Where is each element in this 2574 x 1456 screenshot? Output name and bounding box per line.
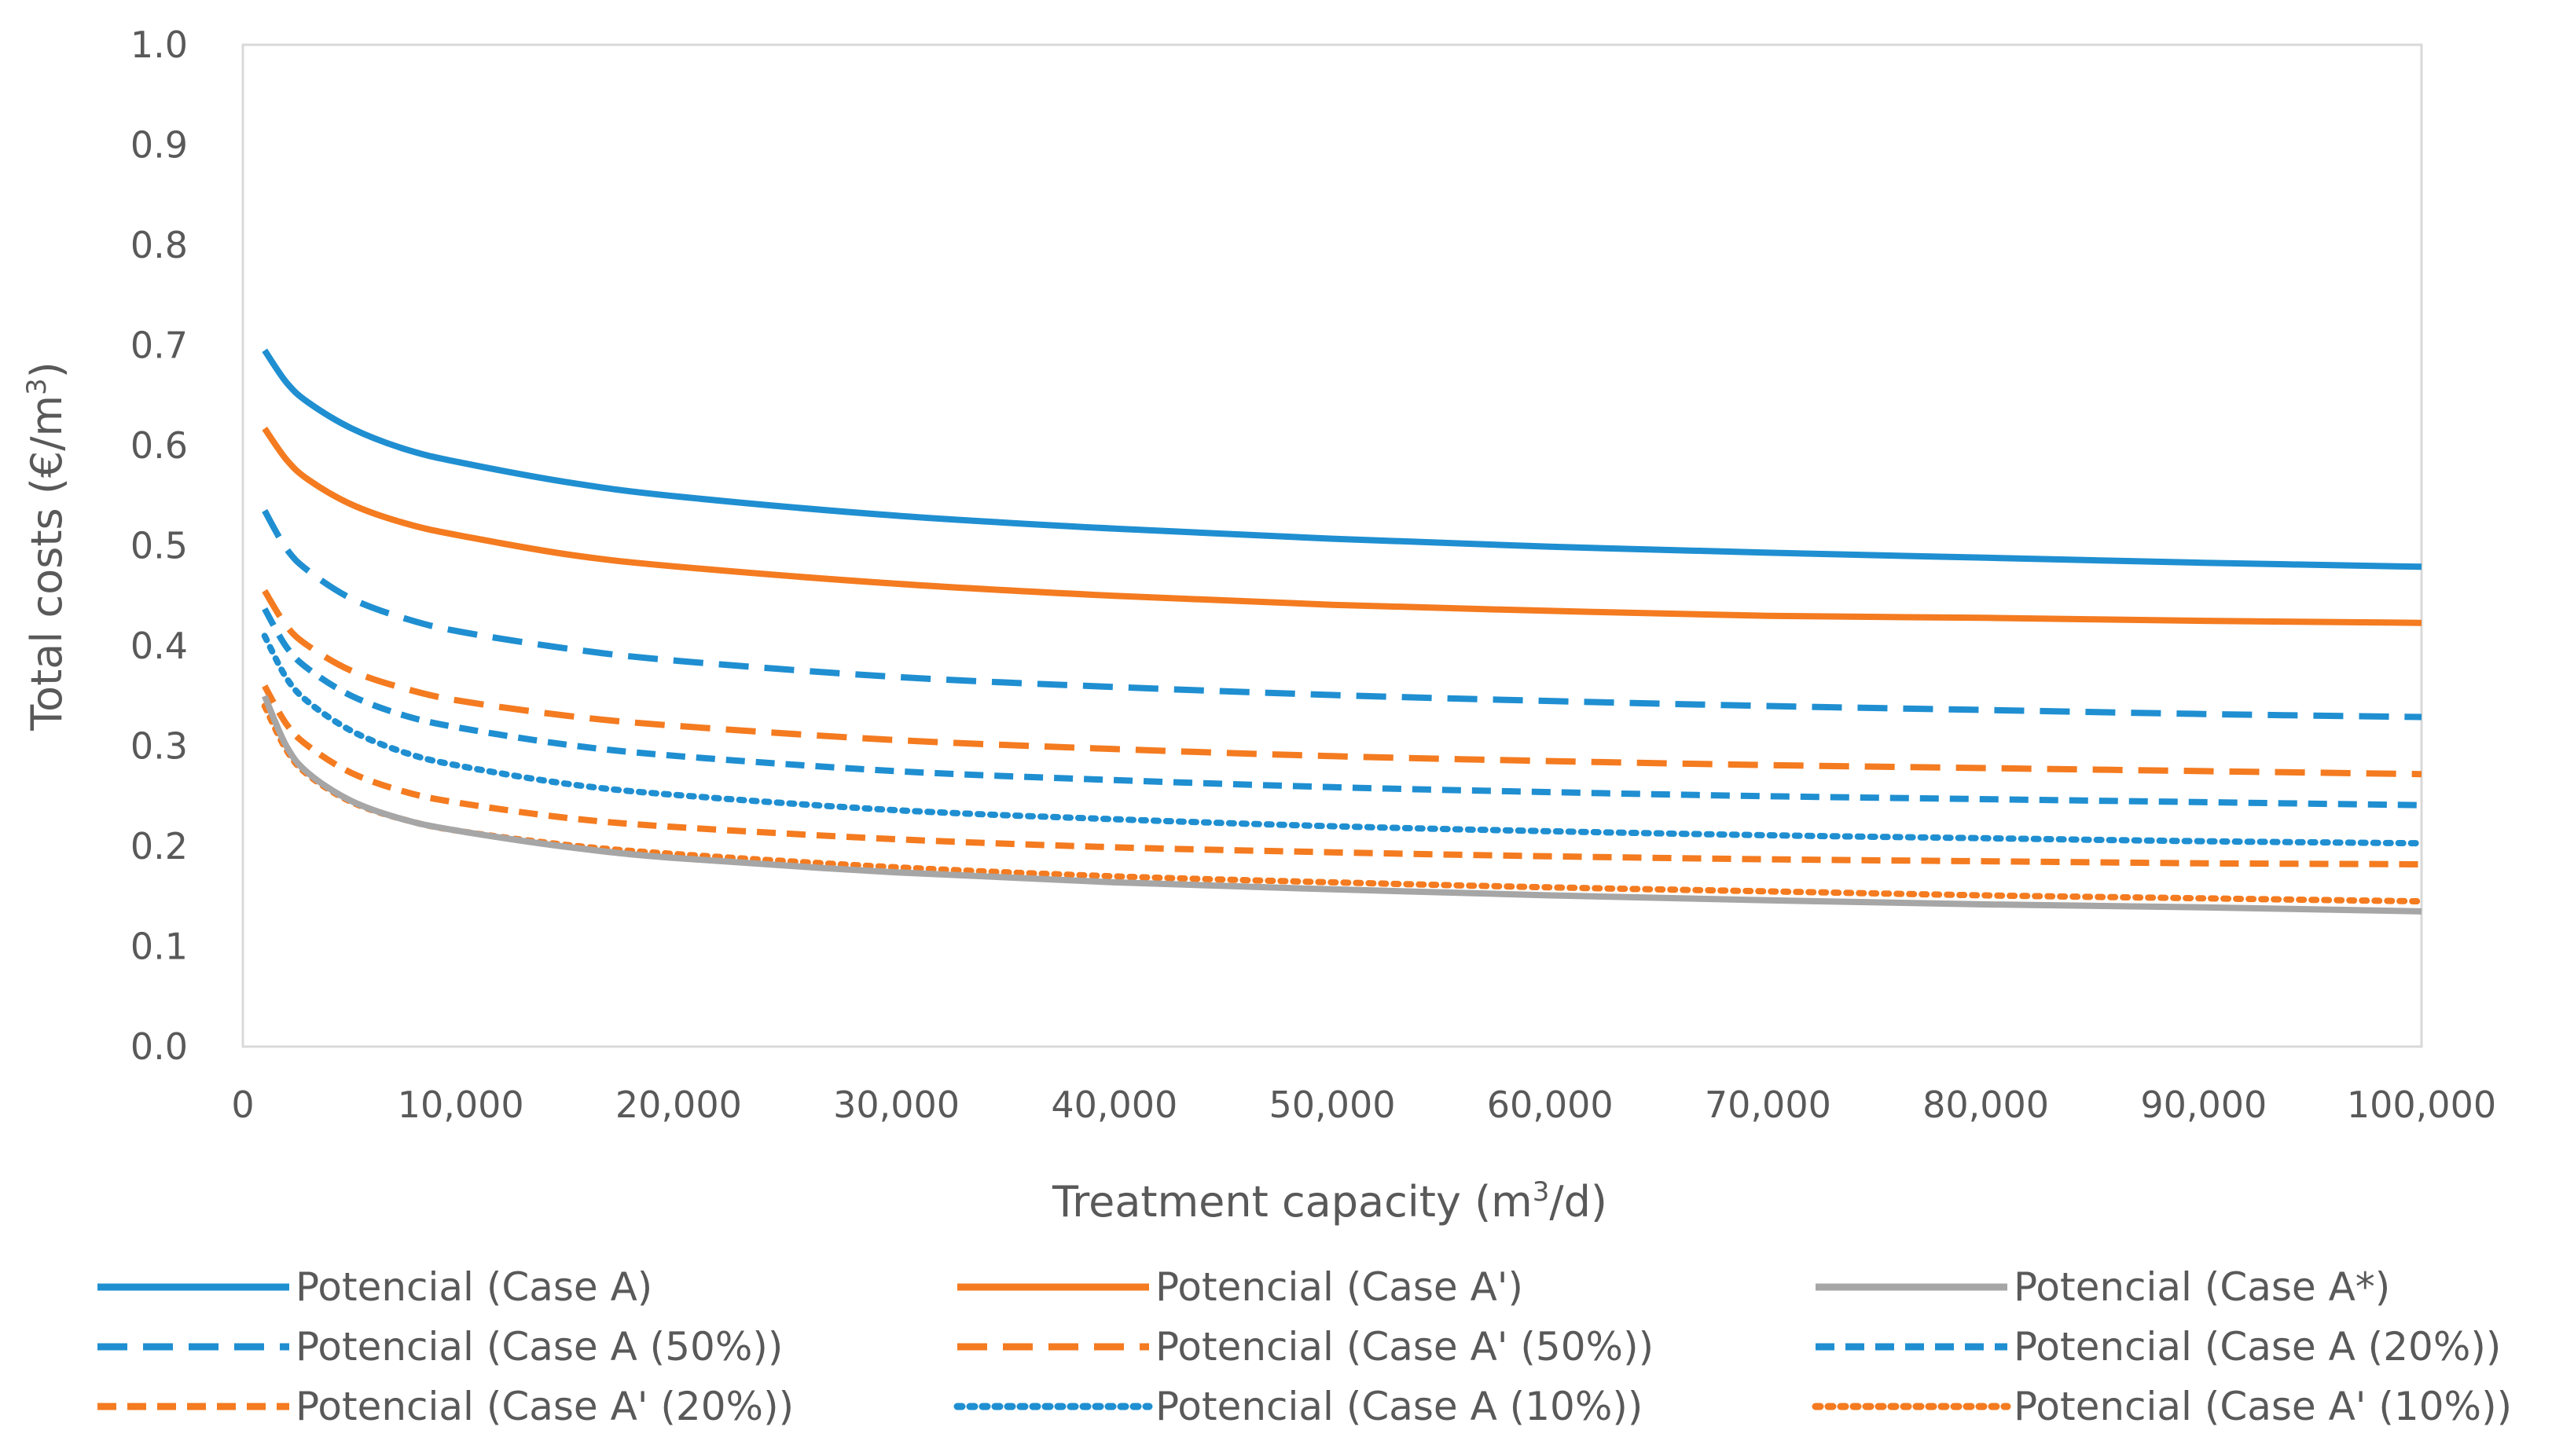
legend-label: Potencial (Case A' (10%)) [2014,1384,2512,1429]
x-axis-title: Treatment capacity (m3/d) [1052,1176,1607,1227]
y-tick-label: 0.2 [130,825,188,867]
series-line-6 [262,684,2422,867]
legend-label: Potencial (Case A*) [2014,1264,2390,1310]
x-tick-label: 100,000 [2347,1084,2496,1126]
series-line-2 [262,695,2422,915]
legend-label: Potencial (Case A') [1155,1264,1523,1310]
series-line-3 [262,508,2422,721]
y-tick-label: 0.9 [130,124,188,167]
series-line-4 [262,589,2422,778]
legend-label: Potencial (Case A' (20%)) [296,1384,794,1429]
y-tick-label: 0.4 [130,625,188,667]
legend-item: Potencial (Case A (10%)) [953,1384,1643,1429]
legend-label: Potencial (Case A) [296,1264,652,1310]
x-tick-label: 70,000 [1705,1084,1831,1126]
y-tick-label: 0.7 [130,325,188,367]
legend-label: Potencial (Case A (20%)) [2014,1324,2501,1370]
y-tick-label: 0.5 [130,525,188,567]
y-tick-label: 0.1 [130,926,188,968]
x-tick-label: 0 [231,1084,254,1126]
legend-item: Potencial (Case A') [957,1264,1523,1310]
y-tick-label: 0.0 [130,1025,188,1068]
y-axis-ticks: 0.0 0.1 0.2 0.3 0.4 0.5 0.6 0.7 0.8 0.9 1.0 [130,24,188,1068]
x-tick-label: 80,000 [1922,1084,2049,1126]
legend-item: Potencial (Case A' (10%)) [1812,1384,2512,1429]
legend-item: Potencial (Case A' (50%)) [957,1324,1654,1370]
y-axis-title: Total costs (€/m3) [21,361,72,732]
x-tick-label: 90,000 [2140,1084,2267,1126]
series-line-1 [262,427,2422,626]
legend-item: Potencial (Case A (50%)) [97,1324,783,1370]
x-axis-ticks: 0 10,000 20,000 30,000 40,000 50,000 60,000 70,… [231,1084,2496,1126]
y-tick-label: 0.6 [130,424,188,467]
series-line-5 [262,607,2422,809]
series-line-7 [261,633,2425,847]
y-tick-label: 0.3 [130,725,188,768]
x-tick-label: 10,000 [398,1084,524,1126]
legend-item: Potencial (Case A (20%)) [1816,1324,2501,1370]
x-tick-label: 40,000 [1051,1084,1177,1126]
plot-area [241,43,2423,1048]
legend-item: Potencial (Case A) [97,1264,652,1310]
series-line-0 [262,348,2422,570]
legend-label: Potencial (Case A (50%)) [296,1324,783,1370]
legend-label: Potencial (Case A' (50%)) [1155,1324,1654,1370]
series-layer [261,348,2425,915]
legend-item: Potencial (Case A*) [1816,1264,2390,1310]
x-tick-label: 50,000 [1269,1084,1396,1126]
legend: Potencial (Case A) Potencial (Case A') Pot… [97,1264,2512,1429]
x-tick-label: 60,000 [1487,1084,1614,1126]
x-tick-label: 20,000 [615,1084,742,1126]
legend-item: Potencial (Case A' (20%)) [97,1384,794,1429]
y-tick-label: 1.0 [130,24,188,66]
x-tick-label: 30,000 [833,1084,960,1126]
legend-label: Potencial (Case A (10%)) [1155,1384,1643,1429]
y-tick-label: 0.8 [130,224,188,266]
